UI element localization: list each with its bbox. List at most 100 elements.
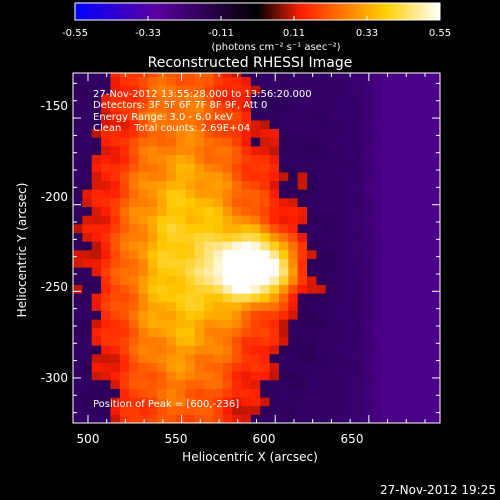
heatmap-cell <box>175 353 186 363</box>
heatmap-cell <box>353 128 364 138</box>
heatmap-cell <box>110 128 121 138</box>
heatmap-cell <box>353 301 364 311</box>
heatmap-cell <box>110 119 121 130</box>
heatmap-cell <box>138 405 149 415</box>
heatmap-cell <box>166 258 177 268</box>
heatmap-cell <box>185 249 196 259</box>
heatmap-cell <box>175 267 186 277</box>
heatmap-cell <box>363 197 374 208</box>
heatmap-cell <box>147 284 158 294</box>
heatmap-cell <box>428 93 439 104</box>
heatmap-cell <box>185 353 196 363</box>
heatmap-cell <box>353 76 364 86</box>
heatmap-cell <box>307 310 318 320</box>
heatmap-cell <box>166 111 177 121</box>
heatmap-cell <box>91 345 102 355</box>
heatmap-cell <box>400 336 411 346</box>
heatmap-cell <box>82 327 93 337</box>
heatmap-cell <box>288 111 299 121</box>
heatmap-cell <box>175 137 186 147</box>
heatmap-cell <box>419 275 430 285</box>
heatmap-cell <box>241 180 252 190</box>
heatmap-cell <box>260 76 271 86</box>
heatmap-cell <box>297 154 308 164</box>
heatmap-cell <box>204 180 215 190</box>
heatmap-cell <box>325 93 336 104</box>
heatmap-cell <box>344 301 355 311</box>
heatmap-cell <box>391 111 402 121</box>
heatmap-cell <box>175 241 186 251</box>
heatmap-cell <box>363 327 374 337</box>
heatmap-cell <box>363 93 374 104</box>
heatmap-cell <box>101 180 112 190</box>
heatmap-cell <box>119 258 130 268</box>
heatmap-cell <box>232 102 243 112</box>
heatmap-cell <box>138 397 149 407</box>
heatmap-cell <box>363 249 374 259</box>
heatmap-cell <box>138 293 149 303</box>
heatmap-cell <box>213 293 224 303</box>
heatmap-cell <box>194 189 205 199</box>
heatmap-cell <box>213 93 224 104</box>
heatmap-cell <box>82 293 93 303</box>
heatmap-cell <box>91 189 102 199</box>
heatmap-cell <box>391 102 402 112</box>
heatmap-cell <box>410 223 421 234</box>
heatmap-cell <box>269 275 280 285</box>
heatmap-cell <box>419 249 430 259</box>
heatmap-cell <box>269 301 280 311</box>
heatmap-cell <box>428 111 439 121</box>
heatmap-cell <box>82 310 93 320</box>
heatmap-cell <box>110 319 121 329</box>
heatmap-cell <box>419 414 430 423</box>
heatmap-cell <box>101 111 112 121</box>
heatmap-cell <box>222 128 233 138</box>
heatmap-cell <box>213 362 224 372</box>
heatmap-cell <box>129 405 140 415</box>
heatmap-cell <box>82 76 93 86</box>
y-axis-label: Heliocentric Y (arcsec) <box>15 183 29 318</box>
heatmap-cell <box>175 232 186 242</box>
heatmap-cell <box>335 275 346 285</box>
heatmap-cell <box>372 353 383 363</box>
heatmap-cell <box>250 119 261 130</box>
heatmap-cell <box>419 223 430 234</box>
heatmap-cell <box>428 223 439 234</box>
heatmap-cell <box>428 180 439 190</box>
heatmap-cell <box>250 206 261 216</box>
heatmap-cell <box>260 388 271 398</box>
heatmap-cell <box>335 128 346 138</box>
heatmap-cell <box>372 145 383 156</box>
heatmap-cell <box>400 241 411 251</box>
heatmap-cell <box>316 284 327 294</box>
heatmap-cell <box>82 93 93 104</box>
heatmap-cell <box>344 345 355 355</box>
heatmap-cell <box>353 362 364 372</box>
heatmap-cell <box>372 119 383 130</box>
heatmap-cell <box>372 362 383 372</box>
heatmap-cell <box>166 197 177 208</box>
heatmap-cell <box>400 353 411 363</box>
heatmap-cell <box>185 197 196 208</box>
heatmap-cell <box>101 336 112 346</box>
heatmap-cell <box>372 275 383 285</box>
heatmap-cell <box>73 371 83 381</box>
info-line-energy: Energy Range: 3.0 - 6.0 keV <box>93 112 233 123</box>
heatmap-cell <box>129 345 140 355</box>
y-tick-label: -250 <box>41 280 68 294</box>
heatmap-cell <box>269 119 280 130</box>
heatmap-cell <box>344 119 355 130</box>
heatmap-cell <box>335 414 346 423</box>
heatmap-cell <box>185 73 196 78</box>
heatmap-cell <box>204 171 215 182</box>
heatmap-cell <box>138 249 149 259</box>
heatmap-cell <box>278 232 289 242</box>
heatmap-cell <box>381 362 392 372</box>
heatmap-cell <box>175 336 186 346</box>
heatmap-cell <box>278 293 289 303</box>
heatmap-cell <box>372 301 383 311</box>
heatmap-cell <box>241 197 252 208</box>
heatmap-cell <box>91 128 102 138</box>
heatmap-cell <box>428 119 439 130</box>
heatmap-cell <box>344 145 355 156</box>
